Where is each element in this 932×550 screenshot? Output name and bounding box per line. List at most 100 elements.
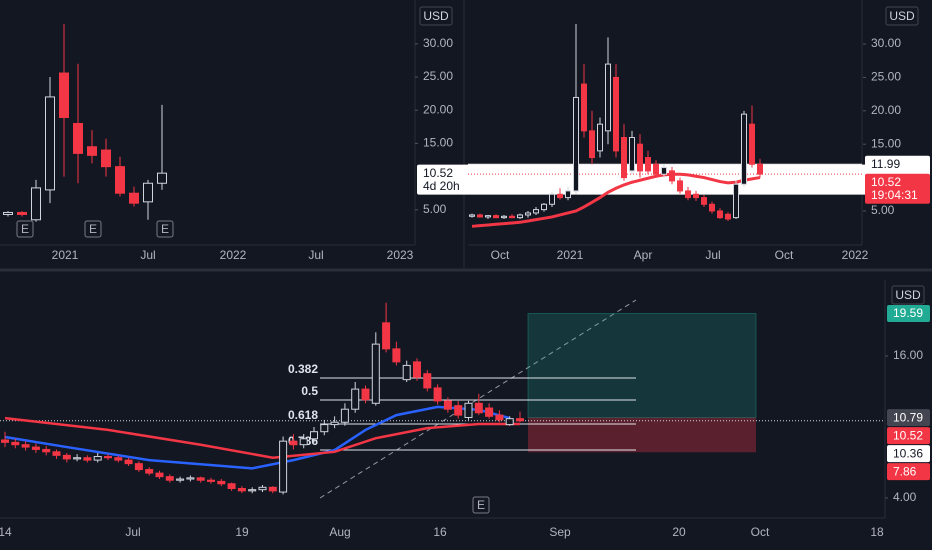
- time-label: 2022: [220, 248, 247, 262]
- y-tick-label: 15.00: [871, 136, 901, 150]
- target-zone[interactable]: [527, 312, 757, 419]
- price-tag-label: 19.59: [893, 306, 923, 320]
- candle-body: [474, 402, 483, 414]
- y-tick-label: 15.00: [423, 136, 453, 150]
- price-tag-label: 7.86: [893, 464, 917, 478]
- candle-body: [320, 424, 329, 433]
- candle-body: [505, 418, 514, 426]
- earnings-marker[interactable]: [156, 220, 174, 238]
- candle-body: [157, 172, 167, 184]
- time-label: 18: [870, 525, 884, 539]
- currency-label: USD: [423, 9, 449, 23]
- candle-body: [749, 123, 755, 165]
- y-tick-label: 20.00: [423, 102, 453, 116]
- candle-body: [581, 83, 587, 132]
- fib-label: 0.618: [288, 408, 318, 422]
- candle-body: [541, 203, 547, 211]
- candle-body: [693, 193, 699, 199]
- price-tag: [887, 445, 930, 463]
- candle-body: [392, 348, 401, 363]
- price-tag-label: 10.79: [893, 410, 923, 424]
- time-label: 16: [433, 525, 447, 539]
- candle-body: [1, 439, 9, 443]
- candle-body: [477, 214, 483, 218]
- price-tag: [887, 409, 930, 427]
- candle-body: [87, 146, 97, 156]
- candle-body: [589, 130, 595, 159]
- price-tag: [887, 304, 930, 322]
- time-label: 2023: [387, 248, 414, 262]
- y-tick-label: 5.00: [423, 202, 447, 216]
- earnings-label: E: [477, 498, 485, 512]
- time-label: 2021: [557, 248, 584, 262]
- candle-body: [433, 387, 442, 402]
- candle-body: [31, 187, 41, 221]
- candle-body: [59, 72, 69, 119]
- candle-body: [525, 212, 531, 216]
- candle-body: [73, 457, 82, 460]
- price-tag: [887, 463, 930, 481]
- candle-body: [129, 192, 139, 204]
- candle-body: [115, 166, 125, 194]
- time-label: 20: [672, 525, 686, 539]
- price-tag-label: 11.99: [871, 157, 900, 171]
- candle-body: [493, 215, 499, 219]
- time-label: 2022: [842, 248, 869, 262]
- time-label: Jul: [125, 525, 140, 539]
- candle-body: [73, 122, 83, 154]
- candle-body: [299, 438, 308, 446]
- candle-body: [677, 180, 683, 192]
- candle-body: [31, 446, 40, 450]
- candle-body: [645, 157, 651, 172]
- candle-body: [83, 457, 92, 461]
- earnings-marker[interactable]: [472, 496, 490, 514]
- candle-body: [258, 486, 267, 491]
- candle-body: [371, 343, 380, 404]
- candle-body: [289, 440, 298, 446]
- time-label: Jul: [308, 248, 323, 262]
- candle-body: [101, 149, 111, 168]
- currency-box[interactable]: [891, 285, 925, 305]
- candle-body: [3, 211, 13, 215]
- candle-body: [733, 183, 739, 219]
- candle-body: [485, 215, 491, 218]
- candle-body: [196, 477, 205, 481]
- earnings-marker[interactable]: [84, 220, 102, 238]
- candle-body: [62, 454, 71, 460]
- candle-body: [573, 96, 579, 192]
- candle-body: [134, 463, 143, 471]
- earnings-marker[interactable]: [16, 220, 34, 238]
- currency-box[interactable]: [885, 6, 919, 26]
- y-tick-label: 4.00: [893, 490, 917, 504]
- earnings-label: E: [89, 222, 97, 236]
- candle-body: [725, 213, 731, 220]
- candle-body: [114, 457, 123, 461]
- candle-body: [454, 405, 463, 416]
- candle-body: [485, 407, 494, 417]
- candle-body: [637, 143, 643, 172]
- stop-zone[interactable]: [528, 417, 756, 453]
- candle-body: [464, 402, 473, 418]
- earnings-label: E: [21, 222, 29, 236]
- currency-label: USD: [889, 9, 915, 23]
- currency-box[interactable]: [419, 6, 453, 26]
- candle-body: [382, 322, 391, 350]
- time-label: Sep: [549, 525, 571, 539]
- y-tick-label: 30.00: [423, 36, 453, 50]
- candle-body: [757, 163, 763, 175]
- candle-body: [597, 123, 603, 152]
- candle-body: [669, 170, 675, 182]
- earnings-label: E: [161, 222, 169, 236]
- candle-body: [207, 479, 215, 482]
- candle-body: [495, 414, 504, 421]
- candle-body: [143, 182, 153, 203]
- time-label: Aug: [329, 525, 350, 539]
- time-label: Oct: [491, 248, 510, 262]
- candle-body: [557, 193, 563, 199]
- candle-body: [685, 190, 691, 199]
- trend-line[interactable]: [319, 299, 637, 499]
- price-tag: [887, 427, 930, 445]
- y-tick-label: 25.00: [423, 69, 453, 83]
